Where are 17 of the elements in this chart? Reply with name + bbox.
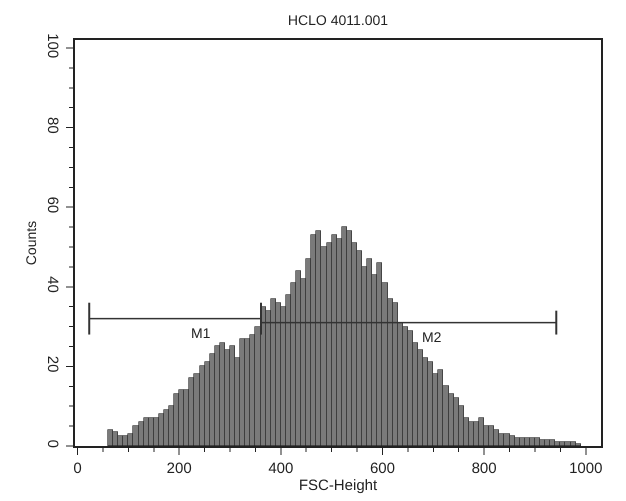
x-tick-label: 1000 xyxy=(569,460,602,477)
y-tick-label: 80 xyxy=(44,116,61,134)
y-tick-label: 40 xyxy=(44,276,61,293)
y-axis-title: Counts xyxy=(23,220,40,266)
y-tick-label: 100 xyxy=(44,33,61,58)
series-label: M1 xyxy=(191,325,211,341)
y-tick-label: 20 xyxy=(44,356,61,372)
series-label: M2 xyxy=(422,329,442,345)
x-axis-title: FSC-Height xyxy=(298,477,378,494)
chart-title: HCLO 4011.001 xyxy=(288,12,388,28)
x-tick-label: 0 xyxy=(73,460,82,477)
x-tick-label: 800 xyxy=(472,460,497,477)
x-tick-label: 400 xyxy=(268,460,294,477)
x-tick-label: 600 xyxy=(370,460,395,477)
y-tick-label: 60 xyxy=(44,196,61,214)
y-tick-label: 0 xyxy=(44,440,61,448)
x-tick-label: 200 xyxy=(166,460,192,477)
